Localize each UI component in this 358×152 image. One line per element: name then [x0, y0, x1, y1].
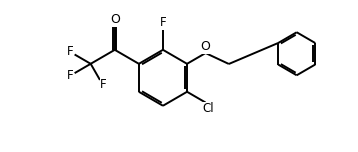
Text: Cl: Cl [203, 102, 214, 115]
Text: O: O [200, 40, 211, 54]
Text: O: O [110, 13, 120, 26]
Text: F: F [100, 78, 107, 92]
Text: F: F [160, 16, 166, 29]
Text: F: F [67, 69, 73, 82]
Text: F: F [67, 45, 73, 59]
